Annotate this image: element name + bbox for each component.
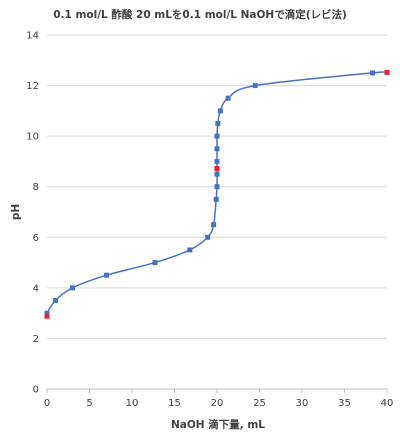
chart-title: 0.1 mol/L 酢酸 20 mLを0.1 mol/L NaOHで滴定(レビ法… [53, 8, 347, 21]
x-tick-label: 35 [338, 398, 351, 409]
data-point [214, 133, 220, 139]
data-point [44, 310, 50, 316]
y-tick-label: 14 [26, 31, 39, 42]
y-tick-label: 10 [26, 132, 39, 143]
x-axis-label: NaOH 滴下量, mL [171, 418, 265, 431]
y-tick-label: 12 [26, 81, 39, 92]
data-point [211, 222, 217, 228]
data-point [214, 146, 220, 152]
data-point [152, 260, 158, 266]
x-tick-label: 25 [253, 398, 266, 409]
data-point [70, 285, 75, 291]
highlight-point [384, 69, 390, 75]
y-tick-label: 6 [33, 233, 39, 244]
axes [46, 388, 388, 393]
x-tick-label: 0 [44, 398, 50, 409]
x-tick-label: 30 [296, 398, 309, 409]
data-point [225, 95, 231, 101]
titration-curve [45, 71, 388, 317]
data-points [44, 69, 390, 319]
highlight-point [214, 166, 220, 172]
y-tick-label: 2 [33, 334, 39, 345]
data-point [370, 70, 376, 76]
x-tick-label: 10 [126, 398, 139, 409]
data-point [187, 247, 193, 253]
tick-labels: 0 2 4 6 8 10 12 14 0 5 10 15 20 25 30 35 40 [26, 31, 393, 410]
x-tick-label: 40 [381, 398, 394, 409]
data-point [213, 196, 219, 202]
x-tick-label: 20 [211, 398, 224, 409]
highlight-point [44, 313, 50, 319]
y-tick-label: 0 [33, 385, 39, 396]
data-point [104, 272, 109, 278]
data-point [214, 158, 220, 164]
data-point [205, 234, 211, 240]
y-axis-label: pH [10, 204, 22, 220]
y-tick-label: 4 [33, 283, 39, 294]
data-point [217, 108, 223, 114]
data-point [214, 184, 220, 190]
x-tick-label: 5 [86, 398, 92, 409]
data-point [215, 121, 221, 126]
data-point [252, 83, 258, 89]
y-tick-label: 8 [33, 182, 39, 193]
data-point [214, 171, 220, 177]
x-tick-label: 15 [168, 398, 181, 409]
curve-layer [45, 71, 388, 317]
data-point [53, 298, 58, 303]
